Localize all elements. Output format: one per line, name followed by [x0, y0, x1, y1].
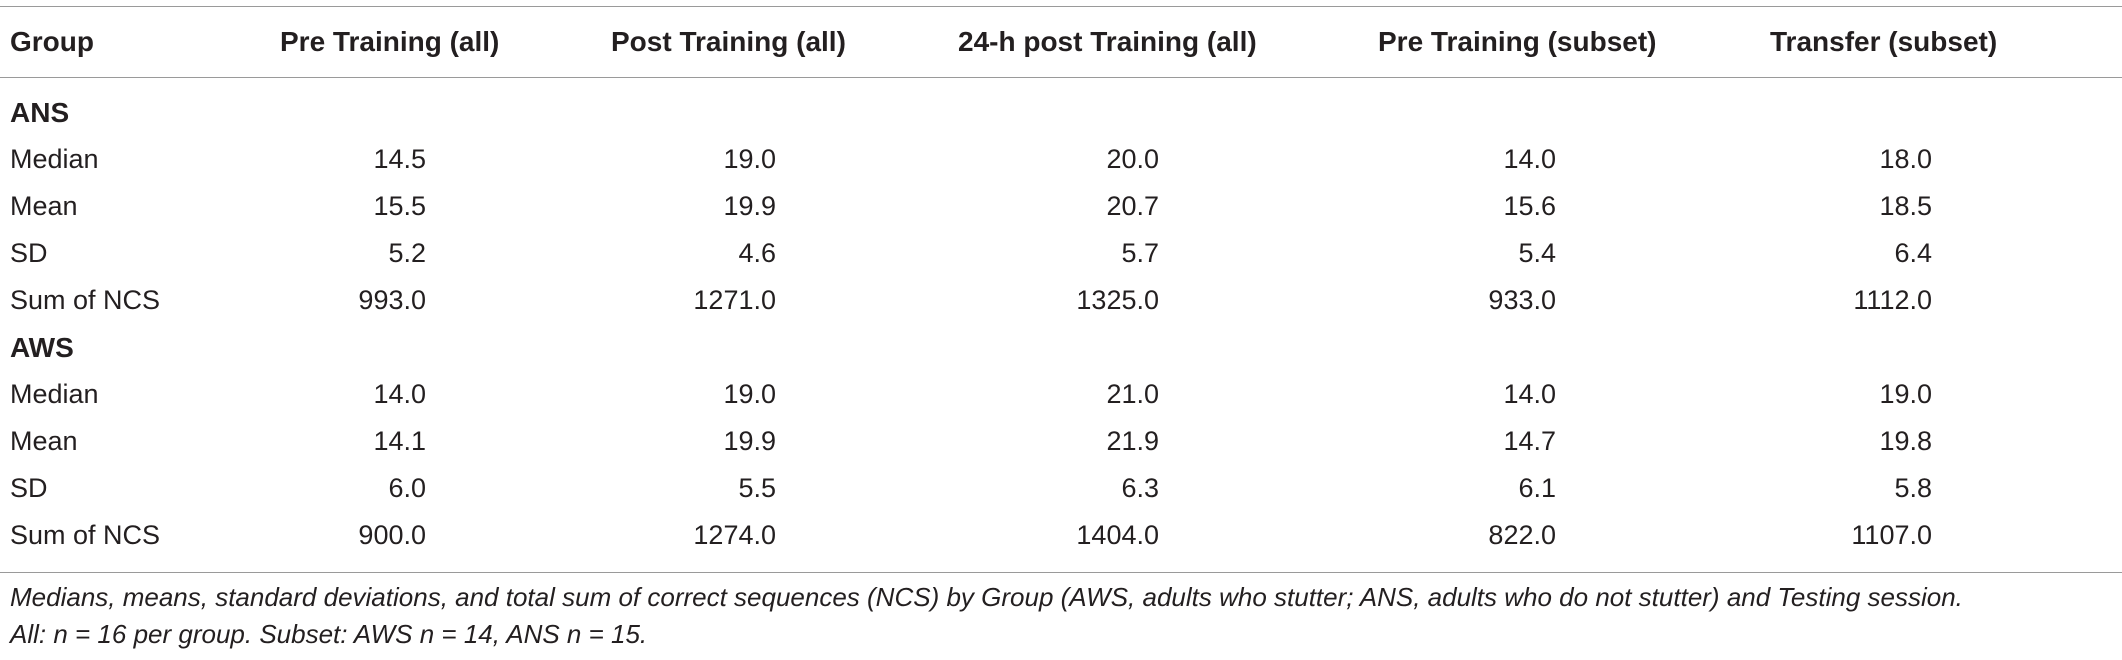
- header-rule: [0, 77, 2122, 78]
- table-row: Mean 14.1 19.9 21.9 14.7 19.8: [0, 418, 2122, 465]
- table-cell: 900.0: [358, 520, 426, 550]
- row-label: Median: [10, 379, 99, 409]
- table-cell: 6.1: [1518, 473, 1556, 503]
- table-cell: 5.7: [1121, 238, 1159, 268]
- group-heading-ans: ANS: [0, 89, 2122, 136]
- header-row: Group Pre Training (all) Post Training (…: [0, 18, 2122, 65]
- table-cell: 14.7: [1503, 426, 1556, 456]
- row-label: SD: [10, 238, 48, 268]
- table-cell: 15.6: [1503, 191, 1556, 221]
- table-cell: 18.5: [1879, 191, 1932, 221]
- caption-line: Medians, means, standard deviations, and…: [10, 582, 1963, 612]
- row-label: Sum of NCS: [10, 285, 161, 315]
- table-row: Median 14.5 19.0 20.0 14.0 18.0: [0, 136, 2122, 183]
- table-cell: 20.7: [1106, 191, 1159, 221]
- table-cell: 19.0: [1879, 379, 1932, 409]
- table-cell: 19.0: [723, 379, 776, 409]
- table-cell: 14.0: [373, 379, 426, 409]
- table-cell: 19.9: [723, 191, 776, 221]
- table-cell: 6.0: [388, 473, 426, 503]
- header-group: Group: [10, 26, 94, 57]
- table-cell: 19.9: [723, 426, 776, 456]
- table-cell: 822.0: [1488, 520, 1556, 550]
- table-cell: 21.9: [1106, 426, 1159, 456]
- table-cell: 1325.0: [1076, 285, 1159, 315]
- table-cell: 14.0: [1503, 379, 1556, 409]
- table-cell: 1271.0: [693, 285, 776, 315]
- table-cell: 4.6: [738, 238, 776, 268]
- table-cell: 19.0: [723, 144, 776, 174]
- table-cell: 14.0: [1503, 144, 1556, 174]
- row-label: Sum of NCS: [10, 520, 161, 550]
- table-cell: 933.0: [1488, 285, 1556, 315]
- row-label: Mean: [10, 426, 78, 456]
- table-row: SD 5.2 4.6 5.7 5.4 6.4: [0, 230, 2122, 277]
- table-cell: 6.4: [1894, 238, 1932, 268]
- table-cell: 5.2: [388, 238, 426, 268]
- table-row: Mean 15.5 19.9 20.7 15.6 18.5: [0, 183, 2122, 230]
- table-cell: 993.0: [358, 285, 426, 315]
- group-name: AWS: [10, 332, 74, 363]
- header-transfer-subset: Transfer (subset): [1770, 26, 1998, 57]
- group-heading-aws: AWS: [0, 324, 2122, 371]
- table-cell: 5.4: [1518, 238, 1556, 268]
- table-cell: 15.5: [373, 191, 426, 221]
- header-24h-post-training-all: 24-h post Training (all): [958, 26, 1257, 57]
- table-cell: 6.3: [1121, 473, 1159, 503]
- row-label: Median: [10, 144, 99, 174]
- bottom-rule: [0, 572, 2122, 573]
- table-cell: 1112.0: [1853, 285, 1932, 315]
- table-row: SD 6.0 5.5 6.3 6.1 5.8: [0, 465, 2122, 512]
- table-cell: 1274.0: [693, 520, 776, 550]
- top-rule: [0, 6, 2122, 7]
- row-label: SD: [10, 473, 48, 503]
- group-name: ANS: [10, 97, 70, 128]
- table-cell: 5.5: [738, 473, 776, 503]
- table-cell: 1404.0: [1076, 520, 1159, 550]
- header-post-training-all: Post Training (all): [611, 26, 846, 57]
- table-cell: 19.8: [1879, 426, 1932, 456]
- table-cell: 20.0: [1106, 144, 1159, 174]
- table-row: Sum of NCS 993.0 1271.0 1325.0 933.0 111…: [0, 277, 2122, 324]
- table-cell: 18.0: [1879, 144, 1932, 174]
- table-row: Sum of NCS 900.0 1274.0 1404.0 822.0 110…: [0, 512, 2122, 559]
- table-row: Median 14.0 19.0 21.0 14.0 19.0: [0, 371, 2122, 418]
- table-cell: 14.5: [373, 144, 426, 174]
- header-pre-training-subset: Pre Training (subset): [1378, 26, 1657, 57]
- header-pre-training-all: Pre Training (all): [280, 26, 500, 57]
- table-cell: 5.8: [1894, 473, 1932, 503]
- table-cell: 14.1: [373, 426, 426, 456]
- row-label: Mean: [10, 191, 78, 221]
- table-cell: 1107.0: [1851, 520, 1932, 550]
- caption-line: All: n = 16 per group. Subset: AWS n = 1…: [10, 619, 648, 649]
- table-caption: Medians, means, standard deviations, and…: [10, 579, 2110, 653]
- table-cell: 21.0: [1106, 379, 1159, 409]
